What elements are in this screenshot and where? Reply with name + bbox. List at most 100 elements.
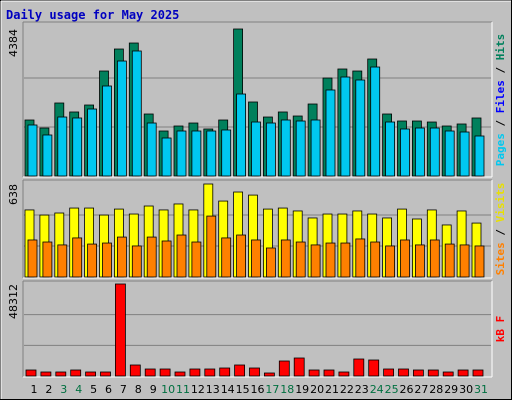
bar — [429, 239, 440, 278]
bar — [340, 242, 351, 278]
bar — [206, 215, 217, 278]
bar — [412, 369, 424, 377]
bar — [444, 243, 455, 278]
legend: kB F — [494, 316, 507, 343]
bar — [219, 367, 231, 377]
bar — [117, 60, 127, 177]
x-tick-label: 12 — [191, 383, 205, 396]
bar — [176, 130, 187, 177]
bar — [251, 239, 261, 278]
bar — [263, 372, 275, 377]
x-tick-label: 22 — [340, 383, 354, 396]
x-tick-label: 1 — [31, 383, 38, 396]
bar — [459, 244, 470, 278]
bar — [293, 357, 305, 377]
x-tick-label: 27 — [414, 383, 428, 396]
bar — [236, 93, 247, 177]
legend-entry: kB F — [494, 316, 507, 343]
bar — [265, 122, 276, 177]
bar — [338, 371, 350, 377]
bar — [55, 371, 67, 377]
bar — [131, 245, 142, 278]
bar — [57, 116, 68, 177]
legend: Pages / Files / Hits — [494, 34, 507, 167]
x-tick-label: 25 — [385, 383, 399, 396]
x-tick-label: 31 — [474, 383, 488, 396]
x-tick-label: 2 — [45, 383, 52, 396]
legend: Sites / Visits — [494, 183, 507, 276]
bar — [427, 369, 439, 377]
bar — [385, 245, 396, 278]
bar — [355, 79, 366, 177]
bar — [400, 239, 410, 278]
bar — [72, 237, 83, 278]
x-tick-label: 26 — [400, 383, 414, 396]
bar — [57, 244, 68, 278]
legend-entry: Pages — [494, 133, 507, 166]
bar — [87, 243, 97, 278]
x-tick-label: 21 — [325, 383, 339, 396]
bar — [176, 234, 187, 278]
bar — [429, 127, 440, 177]
x-tick-label: 15 — [236, 383, 250, 396]
legend-entry: Hits — [494, 34, 507, 61]
bar — [474, 245, 485, 278]
legend-separator: / — [494, 113, 507, 133]
bar — [280, 119, 291, 177]
bar — [27, 124, 38, 177]
x-tick-label: 5 — [90, 383, 97, 396]
x-tick-label: 4 — [75, 383, 82, 396]
bar — [129, 364, 141, 377]
bar — [368, 359, 380, 377]
bar — [385, 121, 396, 177]
chart-title: Daily usage for May 2025 — [6, 8, 179, 22]
bar — [174, 371, 186, 377]
bar — [146, 122, 157, 177]
bar — [102, 85, 112, 177]
bar — [27, 239, 38, 278]
bar — [323, 369, 335, 377]
x-tick-label: 9 — [150, 383, 157, 396]
bar — [146, 236, 157, 278]
bar — [251, 121, 261, 177]
x-tick-label: 3 — [60, 383, 67, 396]
bar — [308, 369, 320, 377]
x-tick-label: 8 — [135, 383, 142, 396]
bar — [340, 76, 351, 177]
bar — [472, 369, 484, 377]
x-tick-label: 30 — [459, 383, 473, 396]
bar — [295, 120, 306, 177]
x-tick-label: 18 — [280, 383, 294, 396]
bar — [370, 66, 381, 177]
bar — [236, 234, 247, 278]
bar — [72, 117, 83, 177]
bar — [325, 242, 336, 278]
bar — [325, 89, 336, 177]
y-max-label: 4384 — [7, 29, 20, 57]
bar — [115, 283, 126, 377]
bar — [159, 368, 171, 377]
bar — [189, 368, 201, 377]
bar — [295, 241, 306, 278]
bar — [265, 247, 276, 278]
bar — [249, 367, 260, 377]
x-tick-label: 13 — [206, 383, 220, 396]
bar — [70, 369, 82, 377]
x-tick-label: 17 — [265, 383, 279, 396]
legend-entry: Sites — [494, 242, 507, 275]
x-tick-label: 24 — [370, 383, 384, 396]
bar — [444, 130, 455, 177]
bar — [278, 360, 290, 377]
bar — [144, 368, 156, 377]
bar — [355, 238, 366, 278]
bar — [204, 368, 216, 377]
bar — [161, 240, 172, 278]
x-tick-label: 7 — [120, 383, 127, 396]
bar — [414, 244, 425, 278]
x-tick-label: 16 — [251, 383, 265, 396]
bar — [131, 50, 142, 177]
bar — [457, 369, 469, 377]
bar — [161, 137, 172, 177]
bar — [87, 108, 97, 177]
bar — [310, 244, 321, 278]
